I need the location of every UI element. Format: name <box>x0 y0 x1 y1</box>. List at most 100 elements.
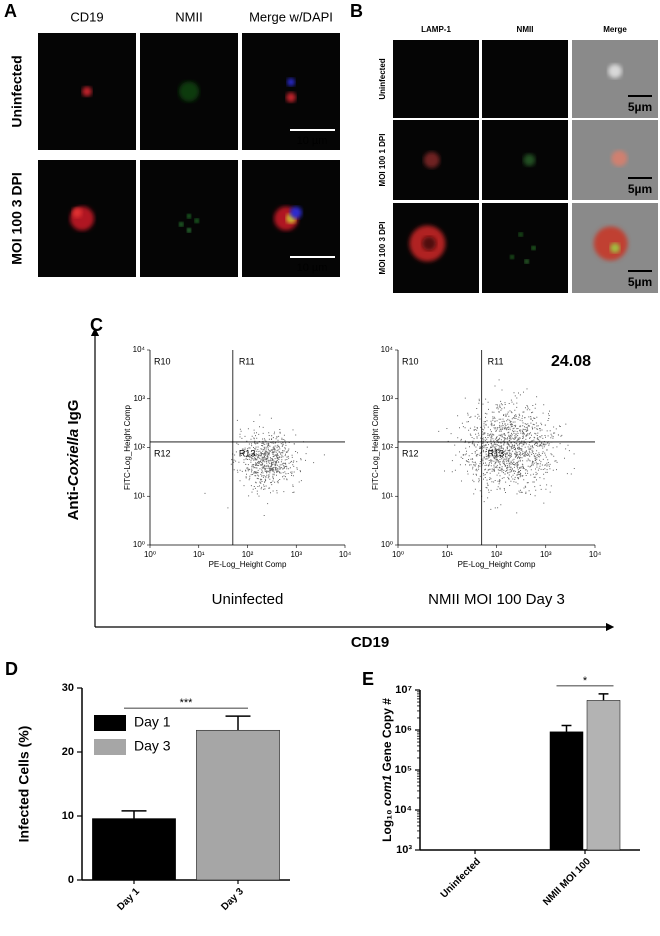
axis-label-part: Log₁₀ <box>380 806 394 842</box>
region-label: R10 <box>154 356 171 366</box>
cell-signal <box>608 64 622 79</box>
panel-label: D <box>5 659 18 679</box>
micrograph <box>393 40 479 118</box>
y-tick-label: 30 <box>62 682 74 694</box>
row-title: MOI 100 3 DPI <box>378 222 387 275</box>
scale-bar-label: 5µm <box>628 275 652 289</box>
column-title: LAMP-1 <box>421 25 451 34</box>
scale-bar-label: 5µm <box>628 100 652 114</box>
error-bar <box>225 715 251 731</box>
error-bar <box>121 810 147 819</box>
cell-signal <box>423 152 440 168</box>
y-tick-label: 10³ <box>133 394 145 403</box>
y-tick-label: 10² <box>133 443 145 452</box>
axis-label-part: IgG <box>65 400 82 429</box>
column-title: NMII <box>517 25 534 34</box>
legend-label: Day 1 <box>134 714 171 730</box>
error-bar <box>598 693 609 701</box>
x-tick-label: NMII MOI 100 <box>541 856 593 908</box>
scale-bar-label: 10 µm <box>297 262 328 274</box>
panel-label: A <box>4 1 17 21</box>
cell-signal <box>289 206 302 219</box>
plot-title: Uninfected <box>212 591 284 608</box>
cell-signal <box>179 81 199 102</box>
axis-label: FITC-Log_Height Comp <box>371 404 380 489</box>
y-tick-label: 10¹ <box>133 491 145 500</box>
column-title: Merge <box>603 25 627 34</box>
event-cloud <box>438 379 575 514</box>
x-tick-label: 10³ <box>290 550 302 559</box>
y-tick-label: 10⁴ <box>133 345 146 354</box>
y-tick-label: 10 <box>62 810 74 822</box>
y-tick-label: 10² <box>381 443 393 452</box>
x-tick-label: 10² <box>242 550 254 559</box>
cell-signal <box>286 92 296 103</box>
event-cloud <box>204 414 325 516</box>
legend-swatch <box>94 715 126 731</box>
cell-signal <box>187 228 191 233</box>
y-tick-label: 10⁰ <box>133 540 145 549</box>
region-label: R10 <box>402 356 419 366</box>
y-tick-label: 10⁰ <box>381 540 393 549</box>
micrograph <box>482 40 568 118</box>
x-tick-label: 10³ <box>540 550 552 559</box>
region-label: R12 <box>154 448 171 458</box>
axis-label: Anti-Coxiella IgG <box>65 400 82 521</box>
significance-label: * <box>583 675 588 687</box>
region-label: R11 <box>488 356 504 366</box>
cell-signal <box>287 78 295 87</box>
bar <box>549 731 584 851</box>
bar <box>586 700 621 851</box>
column-title: Merge w/DAPI <box>249 9 333 24</box>
cell-signal <box>179 222 184 227</box>
gate-percent: 24.08 <box>551 353 591 370</box>
bar <box>92 818 176 881</box>
significance-label: *** <box>180 697 194 709</box>
row-title: MOI 100 1 DPI <box>378 134 387 187</box>
axis-label: Log₁₀ com1 Gene Copy # <box>380 698 394 842</box>
y-tick-label: 10⁶ <box>395 724 412 736</box>
y-tick-label: 10⁴ <box>381 345 394 354</box>
x-tick-label: 10¹ <box>441 550 453 559</box>
y-tick-label: 10⁷ <box>395 684 412 696</box>
micrograph <box>242 33 340 150</box>
region-label: R11 <box>239 356 255 366</box>
x-tick-label: 10⁴ <box>589 550 602 559</box>
legend-swatch <box>94 739 126 755</box>
cell-signal <box>610 243 620 253</box>
cell-signal <box>72 207 83 218</box>
column-title: NMII <box>175 9 202 24</box>
panel-label: E <box>362 669 374 689</box>
cell-signal <box>531 246 536 250</box>
plot-title: NMII MOI 100 Day 3 <box>428 591 565 608</box>
y-tick-label: 10³ <box>381 394 393 403</box>
bar <box>196 729 280 881</box>
cell-signal <box>523 154 536 166</box>
region-label: R13 <box>239 448 256 458</box>
legend-label: Day 3 <box>134 738 171 754</box>
y-tick-label: 10³ <box>396 844 412 856</box>
cell-signal <box>510 255 515 259</box>
axis-label: Infected Cells (%) <box>16 726 32 843</box>
row-title: Uninfected <box>378 58 387 99</box>
axis-label: CD19 <box>351 634 389 651</box>
row-title: Uninfected <box>9 55 25 127</box>
x-tick-label: Uninfected <box>439 856 483 900</box>
x-tick-label: 10⁰ <box>392 550 404 559</box>
panel-label: B <box>350 1 363 21</box>
y-tick-label: 10⁵ <box>395 764 412 776</box>
cell-signal <box>518 232 523 237</box>
cell-signal <box>187 214 191 219</box>
x-tick-label: 10¹ <box>193 550 205 559</box>
axis-label-part: com1 <box>380 774 394 806</box>
region-label: R12 <box>402 448 419 458</box>
axis-label: PE-Log_Height Comp <box>458 560 536 569</box>
axis-label-part: Coxiella <box>65 429 82 487</box>
cell-signal <box>422 236 437 251</box>
scale-bar-label: 5µm <box>628 182 652 196</box>
x-tick-label: 10⁰ <box>144 550 156 559</box>
column-title: CD19 <box>70 9 103 24</box>
y-tick-label: 10⁴ <box>394 804 412 816</box>
